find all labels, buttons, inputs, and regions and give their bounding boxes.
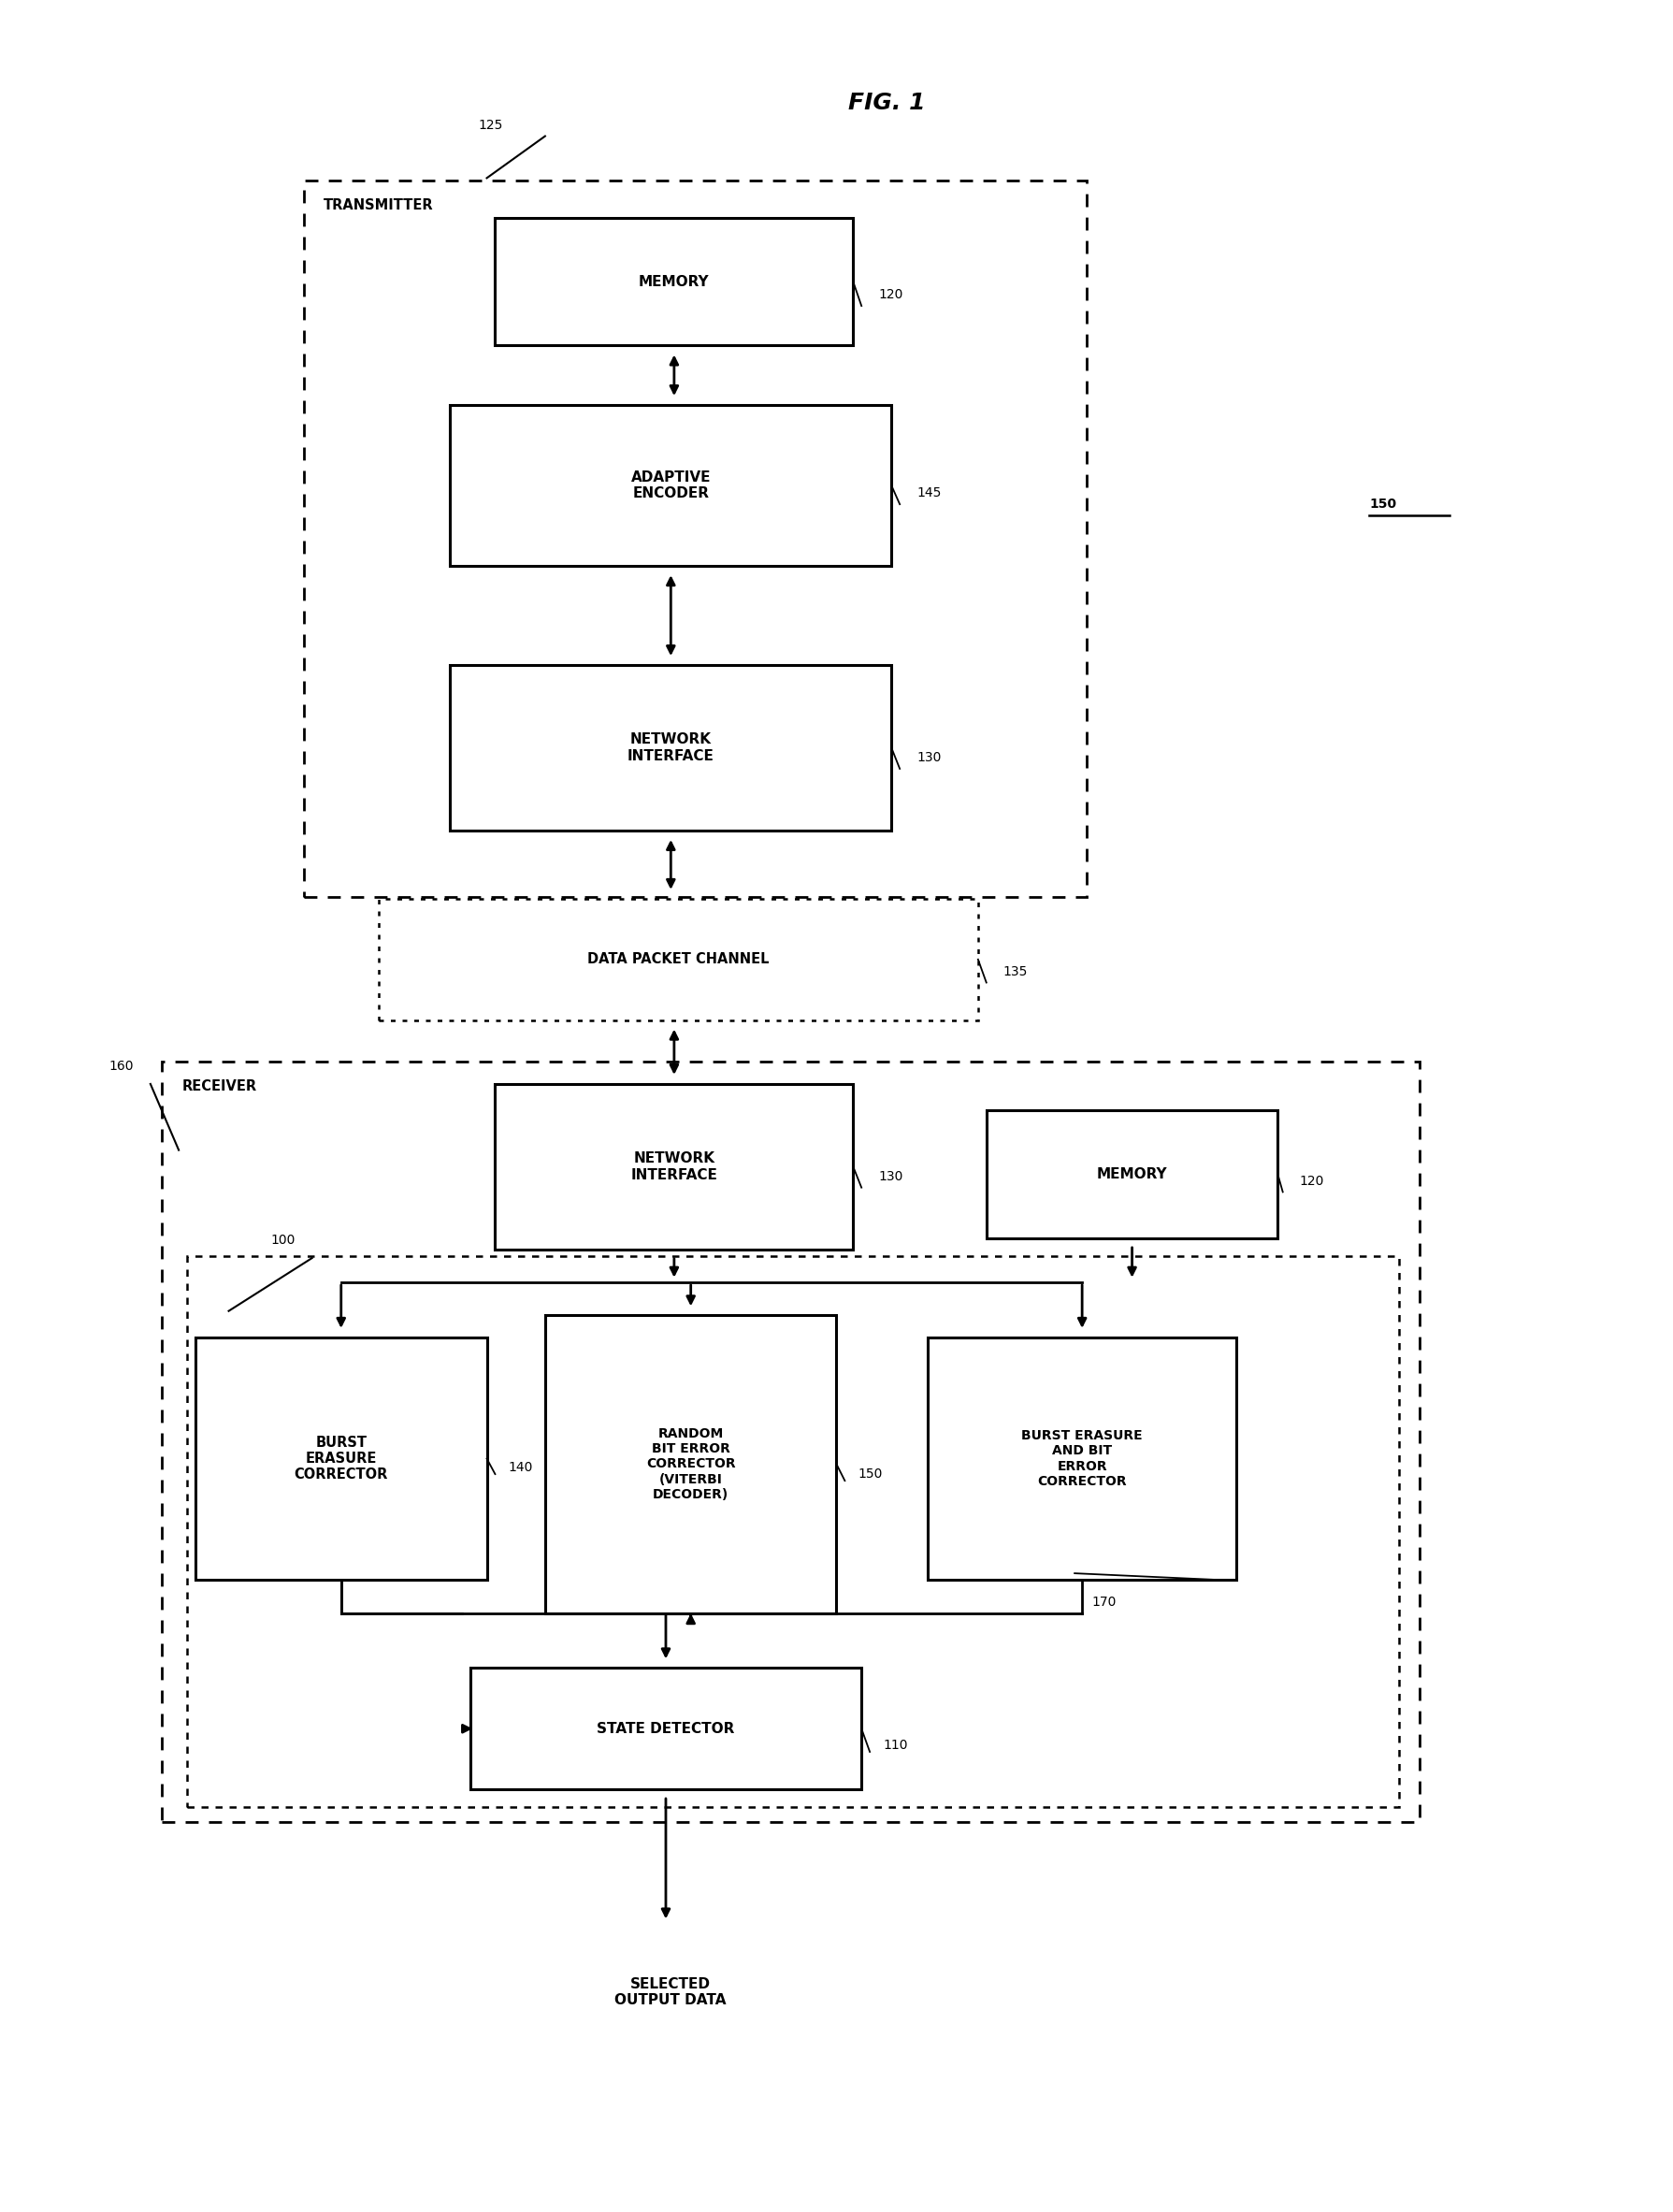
Bar bbox=[450, 666, 892, 830]
Text: 170: 170 bbox=[1091, 1595, 1116, 1608]
Text: 140: 140 bbox=[509, 1460, 534, 1473]
Bar bbox=[196, 1338, 487, 1579]
Text: 150: 150 bbox=[858, 1467, 883, 1480]
Text: 135: 135 bbox=[1004, 964, 1027, 978]
Text: 125: 125 bbox=[478, 119, 504, 133]
Text: RANDOM
BIT ERROR
CORRECTOR
(VITERBI
DECODER): RANDOM BIT ERROR CORRECTOR (VITERBI DECO… bbox=[646, 1427, 736, 1502]
Text: MEMORY: MEMORY bbox=[639, 274, 709, 288]
Text: DATA PACKET CHANNEL: DATA PACKET CHANNEL bbox=[587, 953, 770, 967]
Text: 120: 120 bbox=[878, 288, 903, 301]
Text: SELECTED
OUTPUT DATA: SELECTED OUTPUT DATA bbox=[614, 1978, 726, 2006]
Bar bbox=[450, 405, 892, 566]
Text: NETWORK
INTERFACE: NETWORK INTERFACE bbox=[627, 732, 714, 763]
Text: RECEIVER: RECEIVER bbox=[182, 1079, 258, 1093]
Bar bbox=[378, 898, 979, 1020]
Bar bbox=[162, 1062, 1419, 1823]
Text: ADAPTIVE
ENCODER: ADAPTIVE ENCODER bbox=[631, 471, 711, 500]
Text: NETWORK
INTERFACE: NETWORK INTERFACE bbox=[631, 1152, 718, 1181]
Bar bbox=[545, 1316, 836, 1613]
Text: 145: 145 bbox=[917, 487, 942, 500]
Bar bbox=[303, 179, 1086, 896]
Bar bbox=[187, 1256, 1399, 1807]
Text: 110: 110 bbox=[883, 1739, 908, 1752]
Text: TRANSMITTER: TRANSMITTER bbox=[323, 197, 433, 212]
Bar bbox=[495, 1084, 853, 1250]
Text: STATE DETECTOR: STATE DETECTOR bbox=[597, 1721, 734, 1736]
Bar bbox=[470, 1668, 862, 1790]
Text: 130: 130 bbox=[917, 752, 942, 765]
Text: BURST
ERASURE
CORRECTOR: BURST ERASURE CORRECTOR bbox=[294, 1436, 388, 1482]
Text: 130: 130 bbox=[878, 1170, 903, 1183]
Text: 150: 150 bbox=[1370, 498, 1397, 511]
Text: 120: 120 bbox=[1300, 1175, 1323, 1188]
Text: FIG. 1: FIG. 1 bbox=[848, 93, 925, 115]
Bar bbox=[929, 1338, 1236, 1579]
Text: 160: 160 bbox=[109, 1060, 134, 1073]
Bar bbox=[987, 1110, 1278, 1239]
Text: MEMORY: MEMORY bbox=[1097, 1168, 1168, 1181]
Text: BURST ERASURE
AND BIT
ERROR
CORRECTOR: BURST ERASURE AND BIT ERROR CORRECTOR bbox=[1022, 1429, 1143, 1489]
Bar bbox=[495, 217, 853, 345]
Text: 100: 100 bbox=[271, 1234, 296, 1248]
